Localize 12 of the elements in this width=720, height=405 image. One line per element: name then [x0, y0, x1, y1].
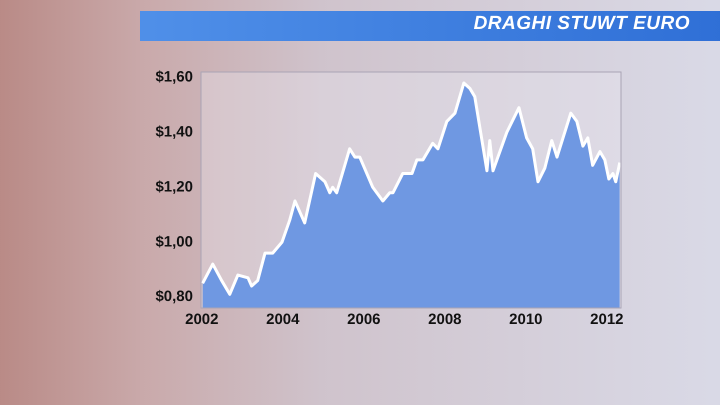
chart-title: DRAGHI STUWT EURO [474, 13, 690, 35]
y-tick-label: $1,00 [155, 233, 193, 250]
y-tick-label: $1,60 [155, 68, 193, 86]
y-tick-label: $1,40 [155, 124, 193, 141]
x-tick-label: 2006 [347, 311, 381, 328]
x-tick-label: 2010 [509, 311, 543, 328]
y-tick-label: $0,80 [155, 288, 193, 306]
x-tick-label: 2002 [185, 311, 218, 328]
y-tick-label: $1,20 [155, 178, 193, 196]
x-tick-label: 2012 [590, 311, 624, 328]
x-tick-label: 2008 [428, 311, 462, 328]
x-tick-label: 2004 [266, 311, 300, 328]
